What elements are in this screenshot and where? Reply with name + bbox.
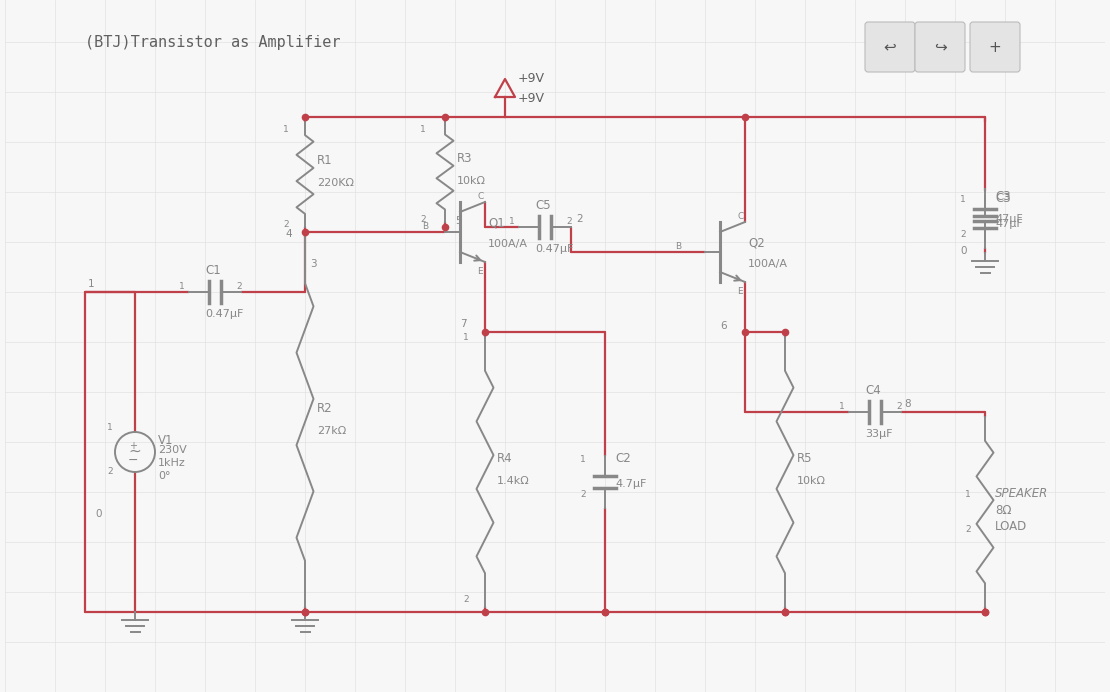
Text: C: C bbox=[737, 212, 744, 221]
Text: 1: 1 bbox=[179, 282, 184, 291]
Text: C2: C2 bbox=[615, 452, 630, 465]
Text: 1.4kΩ: 1.4kΩ bbox=[497, 476, 529, 486]
Text: 8: 8 bbox=[904, 399, 910, 409]
Text: 27kΩ: 27kΩ bbox=[317, 426, 346, 436]
Text: SPEAKER: SPEAKER bbox=[995, 487, 1048, 500]
Text: Q2: Q2 bbox=[748, 237, 765, 250]
Text: 0: 0 bbox=[960, 246, 967, 256]
Text: C3: C3 bbox=[995, 190, 1010, 203]
Text: 1: 1 bbox=[88, 279, 94, 289]
Text: ↪: ↪ bbox=[934, 39, 947, 55]
Text: 1: 1 bbox=[107, 423, 113, 432]
Text: +: + bbox=[989, 39, 1001, 55]
Text: B: B bbox=[422, 222, 428, 231]
Text: ∼: ∼ bbox=[129, 444, 141, 459]
Text: ↩: ↩ bbox=[884, 39, 897, 55]
Text: E: E bbox=[737, 287, 743, 296]
Text: 2: 2 bbox=[566, 217, 572, 226]
Text: C4: C4 bbox=[865, 384, 880, 397]
Text: 2: 2 bbox=[107, 467, 112, 476]
Text: 1: 1 bbox=[581, 455, 586, 464]
Text: R3: R3 bbox=[457, 152, 473, 165]
Text: R1: R1 bbox=[317, 154, 333, 167]
Text: V1: V1 bbox=[158, 434, 173, 447]
Text: 10kΩ: 10kΩ bbox=[797, 476, 826, 486]
Text: 0°: 0° bbox=[158, 471, 171, 481]
Text: 1: 1 bbox=[509, 217, 515, 226]
Text: 100A/A: 100A/A bbox=[488, 239, 528, 249]
Text: 47μF: 47μF bbox=[995, 215, 1022, 224]
FancyBboxPatch shape bbox=[915, 22, 965, 72]
Text: 2: 2 bbox=[581, 490, 586, 499]
Text: 4.7μF: 4.7μF bbox=[615, 479, 646, 489]
Text: 220KΩ: 220KΩ bbox=[317, 179, 354, 188]
Text: 1kHz: 1kHz bbox=[158, 458, 185, 468]
Text: 1: 1 bbox=[283, 125, 289, 134]
Text: 2: 2 bbox=[283, 220, 289, 229]
Text: 6: 6 bbox=[720, 321, 727, 331]
Text: 7: 7 bbox=[460, 319, 466, 329]
Text: LOAD: LOAD bbox=[995, 520, 1027, 533]
Text: Q1: Q1 bbox=[488, 217, 505, 230]
Text: 2: 2 bbox=[960, 230, 966, 239]
Text: 1: 1 bbox=[960, 195, 966, 204]
Text: +9V: +9V bbox=[518, 92, 545, 105]
Text: C: C bbox=[477, 192, 483, 201]
Text: +: + bbox=[129, 441, 137, 451]
Text: 2: 2 bbox=[576, 214, 583, 224]
Text: C5: C5 bbox=[535, 199, 551, 212]
Text: R5: R5 bbox=[797, 452, 813, 465]
Text: C3: C3 bbox=[995, 192, 1010, 205]
Text: 0.47μF: 0.47μF bbox=[205, 309, 243, 319]
FancyBboxPatch shape bbox=[865, 22, 915, 72]
Text: E: E bbox=[477, 267, 483, 276]
Text: 0.47μF: 0.47μF bbox=[535, 244, 574, 254]
Text: R2: R2 bbox=[317, 402, 333, 415]
Text: 47μF: 47μF bbox=[995, 219, 1022, 229]
Text: 1: 1 bbox=[965, 490, 971, 499]
Text: 2: 2 bbox=[463, 595, 468, 604]
Text: 1: 1 bbox=[839, 402, 845, 411]
Text: 1: 1 bbox=[463, 333, 468, 342]
Text: 8Ω: 8Ω bbox=[995, 504, 1011, 517]
Text: 3: 3 bbox=[310, 259, 316, 269]
Text: C1: C1 bbox=[205, 264, 221, 277]
Text: 2: 2 bbox=[965, 525, 970, 534]
Text: 33μF: 33μF bbox=[865, 429, 892, 439]
Text: 5: 5 bbox=[455, 216, 462, 226]
FancyBboxPatch shape bbox=[970, 22, 1020, 72]
Text: +9V: +9V bbox=[518, 72, 545, 85]
Text: 0: 0 bbox=[95, 509, 101, 519]
Text: (BTJ)Transistor as Amplifier: (BTJ)Transistor as Amplifier bbox=[85, 35, 341, 50]
Text: 100A/A: 100A/A bbox=[748, 259, 788, 269]
Text: R4: R4 bbox=[497, 452, 513, 465]
Text: 4: 4 bbox=[285, 229, 292, 239]
Text: 10kΩ: 10kΩ bbox=[457, 176, 486, 186]
Text: 2: 2 bbox=[420, 215, 425, 224]
Text: 2: 2 bbox=[896, 402, 901, 411]
Text: 230V: 230V bbox=[158, 445, 186, 455]
Text: −: − bbox=[128, 453, 139, 466]
Text: B: B bbox=[675, 242, 682, 251]
Text: 2: 2 bbox=[236, 282, 242, 291]
Text: 1: 1 bbox=[420, 125, 426, 134]
